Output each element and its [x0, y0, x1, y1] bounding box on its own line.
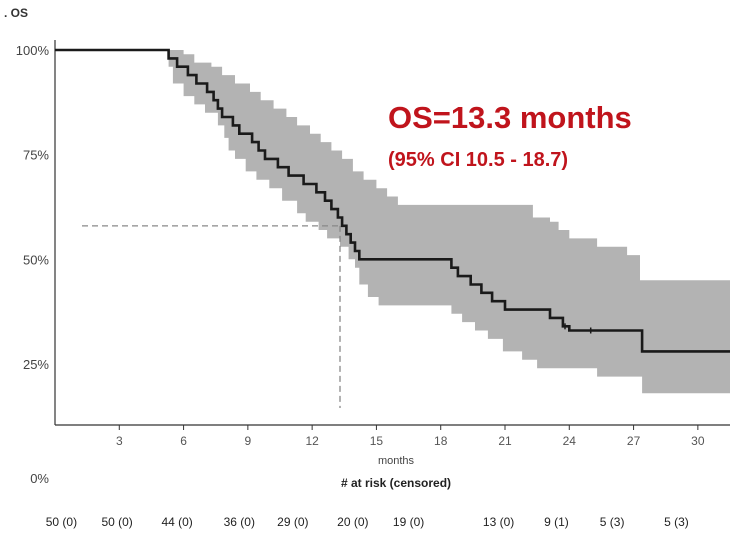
at-risk-value: 50 (0) [46, 515, 77, 529]
confidence-interval-annotation: (95% CI 10.5 - 18.7) [388, 149, 568, 171]
median-layer [82, 225, 341, 408]
x-tick-labels: 3 6 9 12 15 18 21 24 27 30 [116, 434, 705, 448]
y-tick-labels: 100% 75% 50% 25% 0% [16, 43, 50, 486]
x-tick-label: 9 [245, 434, 252, 448]
label-layer: . OS months # at risk (censored) OS=13.3… [4, 6, 632, 490]
y-tick-label: 25% [23, 357, 49, 372]
x-tick-label: 21 [498, 434, 512, 448]
at-risk-value: 5 (3) [664, 515, 689, 529]
y-tick-label: 0% [30, 471, 49, 486]
y-tick-label: 100% [16, 43, 50, 58]
curve-layer [55, 48, 730, 353]
at-risk-value: 50 (0) [101, 515, 132, 529]
confidence-band [55, 50, 730, 394]
at-risk-value: 19 (0) [393, 515, 424, 529]
chart-title: . OS [4, 6, 28, 20]
x-tick-label: 6 [180, 434, 187, 448]
x-tick-label: 27 [627, 434, 641, 448]
at-risk-value: 9 (1) [544, 515, 569, 529]
x-tick-label: 15 [370, 434, 384, 448]
x-tick-label: 18 [434, 434, 448, 448]
at-risk-value: 13 (0) [483, 515, 514, 529]
median-os-annotation: OS=13.3 months [388, 100, 632, 135]
x-tick-label: 12 [305, 434, 319, 448]
survival-curve [55, 48, 730, 353]
axes-layer [54, 40, 730, 430]
x-axis-label: months [378, 455, 415, 467]
risk-table-title: # at risk (censored) [341, 476, 451, 490]
at-risk-value: 29 (0) [277, 515, 308, 529]
y-tick-label: 50% [23, 252, 49, 267]
x-tick-label: 24 [563, 434, 577, 448]
at-risk-value: 36 (0) [224, 515, 255, 529]
confidence-band-layer [55, 50, 730, 394]
at-risk-row: 50 (0) 50 (0) 44 (0) 36 (0) 29 (0) 20 (0) 19 (… [46, 515, 689, 529]
at-risk-value: 5 (3) [600, 515, 625, 529]
x-tick-label: 3 [116, 434, 123, 448]
at-risk-value: 44 (0) [161, 515, 192, 529]
y-tick-label: 75% [23, 148, 49, 163]
x-tick-label: 30 [691, 434, 705, 448]
at-risk-value: 20 (0) [337, 515, 368, 529]
